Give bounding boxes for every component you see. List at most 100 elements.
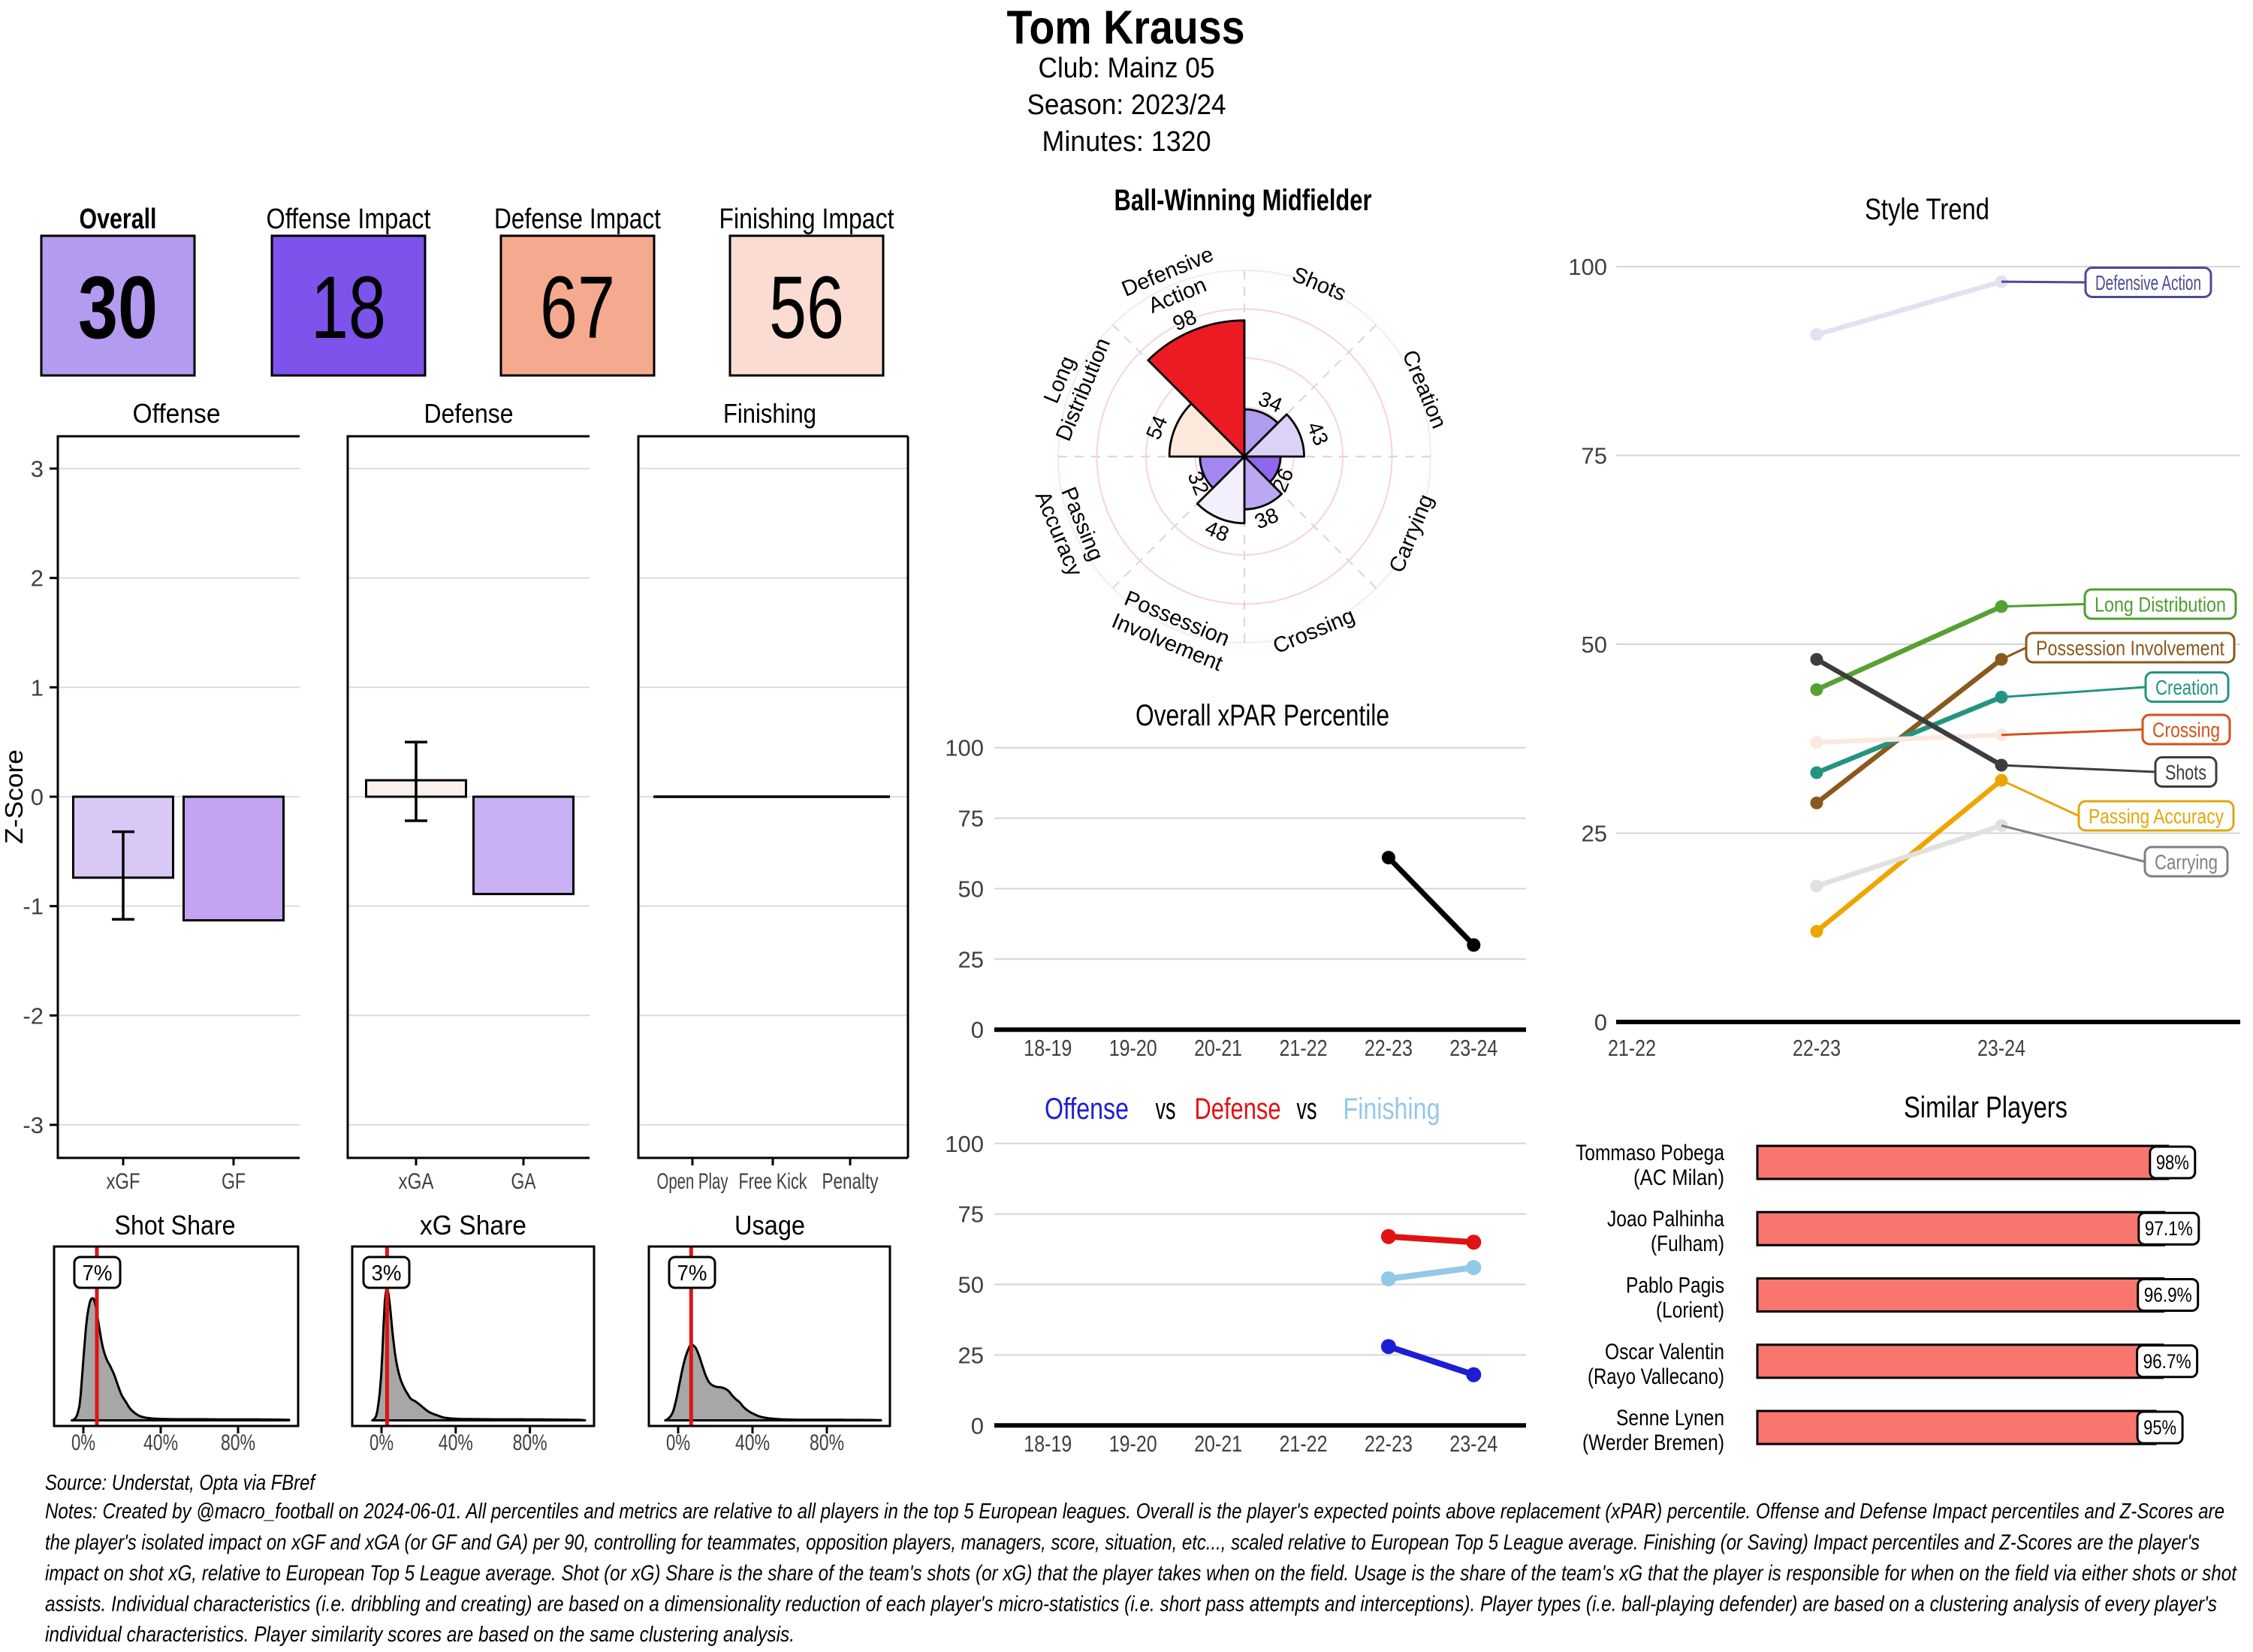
svg-text:56: 56 (769, 258, 844, 357)
svg-text:30: 30 (78, 258, 158, 357)
svg-text:(AC Milan): (AC Milan) (1633, 1165, 1724, 1190)
svg-text:the player's isolated impact o: the player's isolated impact on xGF and … (45, 1531, 2200, 1555)
svg-text:7%: 7% (83, 1262, 113, 1286)
svg-text:18: 18 (311, 258, 386, 357)
svg-text:Source: Understat, Opta via FB: Source: Understat, Opta via FBref (45, 1471, 316, 1495)
svg-text:vs: vs (1297, 1093, 1317, 1126)
svg-text:1: 1 (31, 674, 44, 701)
svg-text:23-24: 23-24 (1449, 1035, 1497, 1061)
svg-text:Notes: Created by @macro_footb: Notes: Created by @macro_football on 202… (45, 1500, 2224, 1524)
svg-text:Free Kick: Free Kick (739, 1169, 808, 1194)
svg-text:Club: Mainz 05: Club: Mainz 05 (1039, 53, 1215, 84)
svg-text:19-20: 19-20 (1109, 1430, 1157, 1457)
svg-text:Offense: Offense (133, 398, 221, 429)
svg-text:(Lorient): (Lorient) (1656, 1298, 1724, 1323)
svg-text:Crossing: Crossing (2152, 719, 2220, 742)
svg-text:-3: -3 (23, 1112, 44, 1138)
svg-text:7%: 7% (677, 1262, 707, 1286)
svg-text:Season: 2023/24: Season: 2023/24 (1027, 89, 1226, 121)
svg-text:20-21: 20-21 (1194, 1035, 1242, 1061)
svg-text:40%: 40% (735, 1430, 770, 1455)
svg-text:Shot Share: Shot Share (115, 1210, 236, 1241)
svg-text:50: 50 (958, 1272, 984, 1298)
svg-text:0: 0 (1594, 1009, 1607, 1036)
svg-text:22-23: 22-23 (1793, 1035, 1841, 1061)
svg-text:Similar Players: Similar Players (1904, 1091, 2068, 1124)
svg-text:21-22: 21-22 (1280, 1035, 1328, 1061)
svg-text:80%: 80% (221, 1430, 255, 1455)
svg-text:-1: -1 (23, 894, 44, 920)
svg-text:40%: 40% (143, 1430, 178, 1455)
svg-text:Minutes: 1320: Minutes: 1320 (1042, 126, 1211, 158)
svg-text:50: 50 (958, 876, 984, 902)
svg-text:25: 25 (1582, 821, 1607, 847)
svg-text:50: 50 (1582, 632, 1607, 658)
svg-text:Offense: Offense (1045, 1093, 1129, 1126)
svg-text:Ball-Winning Midfielder: Ball-Winning Midfielder (1114, 184, 1372, 217)
svg-text:3%: 3% (372, 1262, 402, 1286)
svg-text:Pablo Pagis: Pablo Pagis (1626, 1274, 1724, 1298)
svg-text:Tom Krauss: Tom Krauss (1007, 2, 1245, 54)
svg-text:21-22: 21-22 (1608, 1035, 1656, 1061)
svg-text:0: 0 (971, 1412, 984, 1439)
svg-text:Shots: Shots (2165, 761, 2206, 784)
svg-text:75: 75 (958, 806, 984, 832)
svg-text:Usage: Usage (734, 1210, 805, 1241)
svg-text:Oscar Valentin: Oscar Valentin (1605, 1340, 1724, 1364)
svg-text:(Werder Bremen): (Werder Bremen) (1582, 1430, 1724, 1455)
svg-text:xGA: xGA (399, 1169, 434, 1194)
svg-text:0: 0 (31, 784, 44, 810)
svg-text:0: 0 (971, 1017, 984, 1043)
svg-text:67: 67 (540, 258, 615, 357)
svg-text:assists. Individual characteri: assists. Individual characteristics (i.e… (45, 1593, 2217, 1617)
svg-text:Passing Accuracy: Passing Accuracy (2089, 805, 2224, 828)
svg-text:Open Play: Open Play (657, 1169, 728, 1194)
svg-text:(Fulham): (Fulham) (1651, 1231, 1724, 1256)
svg-text:20-21: 20-21 (1194, 1430, 1242, 1457)
svg-text:75: 75 (958, 1201, 984, 1228)
svg-text:vs: vs (1156, 1093, 1176, 1126)
svg-text:21-22: 21-22 (1280, 1430, 1328, 1457)
svg-text:Senne Lynen: Senne Lynen (1616, 1406, 1724, 1430)
svg-text:23-24: 23-24 (1449, 1430, 1497, 1457)
svg-text:95%: 95% (2143, 1416, 2176, 1439)
svg-text:0%: 0% (666, 1430, 690, 1455)
svg-text:individual characteristics. Pl: individual characteristics. Player simil… (45, 1623, 795, 1647)
svg-text:80%: 80% (810, 1430, 844, 1455)
svg-text:Long Distribution: Long Distribution (2095, 593, 2226, 616)
svg-text:25: 25 (958, 946, 984, 972)
svg-text:Defensive Action: Defensive Action (2095, 271, 2201, 294)
svg-text:96.9%: 96.9% (2144, 1284, 2192, 1307)
svg-text:100: 100 (945, 1131, 984, 1157)
svg-text:Joao Palhinha: Joao Palhinha (1607, 1207, 1724, 1231)
svg-text:Overall xPAR Percentile: Overall xPAR Percentile (1136, 699, 1389, 732)
svg-text:-2: -2 (23, 1002, 44, 1029)
svg-text:Finishing: Finishing (1344, 1093, 1440, 1126)
svg-text:Z-Score: Z-Score (0, 749, 28, 844)
svg-text:(Rayo Vallecano): (Rayo Vallecano) (1588, 1364, 1724, 1389)
svg-text:Defense Impact: Defense Impact (494, 203, 661, 235)
svg-text:Style Trend: Style Trend (1865, 193, 1989, 226)
svg-text:22-23: 22-23 (1365, 1430, 1413, 1457)
svg-text:Finishing: Finishing (723, 398, 816, 429)
svg-text:40%: 40% (439, 1430, 473, 1455)
svg-text:97.1%: 97.1% (2145, 1217, 2193, 1240)
svg-text:Possession Involvement: Possession Involvement (2036, 637, 2224, 660)
svg-text:GA: GA (511, 1169, 536, 1194)
svg-text:impact on shot xG, relative to: impact on shot xG, relative to European … (45, 1562, 2238, 1586)
svg-text:25: 25 (958, 1342, 984, 1368)
svg-text:22-23: 22-23 (1365, 1035, 1413, 1061)
svg-text:Creation: Creation (2155, 676, 2218, 699)
svg-text:3: 3 (31, 456, 44, 482)
svg-text:19-20: 19-20 (1109, 1035, 1157, 1061)
svg-text:18-19: 18-19 (1024, 1430, 1072, 1457)
svg-text:100: 100 (945, 735, 984, 761)
svg-text:80%: 80% (513, 1430, 547, 1455)
svg-text:2: 2 (31, 565, 44, 592)
svg-text:GF: GF (222, 1169, 246, 1194)
svg-text:75: 75 (1582, 443, 1607, 469)
svg-text:96.7%: 96.7% (2143, 1350, 2191, 1373)
svg-text:xGF: xGF (107, 1169, 140, 1194)
svg-text:100: 100 (1568, 254, 1607, 280)
svg-text:0%: 0% (71, 1430, 95, 1455)
